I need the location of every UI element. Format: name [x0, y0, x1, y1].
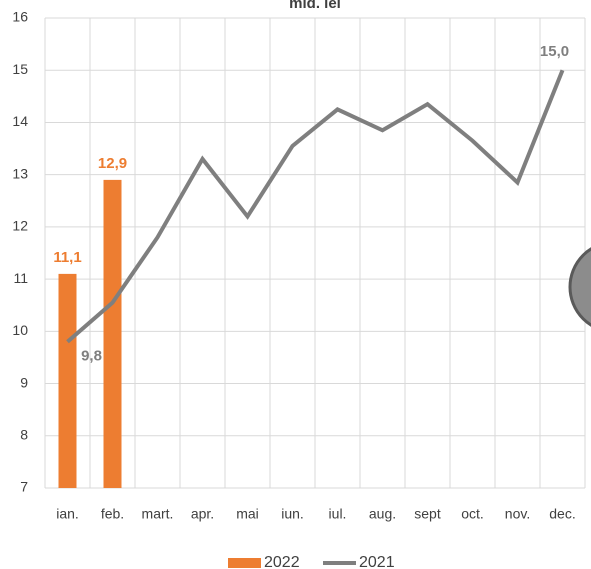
x-tick-label: dec.	[549, 506, 575, 522]
x-tick-label: ian.	[56, 506, 79, 522]
x-tick-label: iun.	[281, 506, 304, 522]
y-tick-label: 14	[12, 113, 28, 129]
x-tick-label: iul.	[329, 506, 347, 522]
data-label: 12,9	[98, 155, 127, 172]
x-tick-label: sept	[414, 506, 441, 522]
legend-swatch	[228, 558, 261, 568]
x-tick-label: aug.	[369, 506, 396, 522]
decoration	[568, 247, 591, 327]
y-tick-label: 13	[12, 165, 28, 181]
y-tick-label: 10	[12, 322, 28, 338]
y-tick-label: 16	[12, 9, 28, 25]
data-label: 9,8	[81, 348, 102, 365]
chart-title: mld. lei	[289, 0, 341, 12]
x-tick-label: mai	[236, 506, 259, 522]
x-tick-label: mart.	[142, 506, 174, 522]
data-label: 15,0	[540, 43, 569, 60]
y-tick-label: 11	[13, 270, 28, 286]
line	[66, 69, 565, 344]
y-tick-label: 12	[12, 218, 28, 234]
x-tick-label: feb.	[101, 506, 124, 522]
y-tick-label: 7	[20, 479, 28, 495]
legend-label: 2021	[359, 554, 395, 569]
bar	[103, 179, 122, 488]
bar	[58, 273, 77, 488]
data-label: 11,1	[53, 249, 81, 266]
x-tick-label: apr.	[191, 506, 214, 522]
y-tick-label: 9	[20, 374, 28, 390]
y-tick-label: 8	[20, 426, 28, 442]
x-tick-label: oct.	[461, 506, 484, 522]
x-tick-label: nov.	[505, 506, 530, 522]
y-tick-label: 15	[12, 61, 28, 77]
legend-label: 2022	[264, 554, 300, 569]
